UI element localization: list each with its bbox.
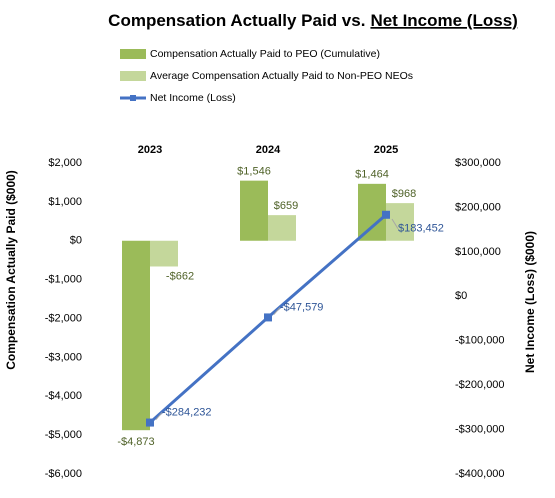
y2-tick-label: $100,000 [455, 246, 501, 258]
y-tick-label: -$5,000 [45, 429, 82, 441]
legend-label: Average Compensation Actually Paid to No… [150, 70, 413, 82]
data-label: $1,546 [237, 166, 271, 178]
legend-label: Compensation Actually Paid to PEO (Cumul… [150, 48, 380, 60]
y-tick-label: $1,000 [48, 196, 82, 208]
y-tick-label: -$2,000 [45, 312, 82, 324]
bar [122, 240, 150, 431]
bar [150, 240, 178, 267]
legend-label: Net Income (Loss) [150, 92, 236, 104]
y-tick-label: -$6,000 [45, 468, 82, 480]
legend-swatch [120, 71, 146, 81]
line-marker [264, 313, 272, 322]
y2-tick-label: $300,000 [455, 157, 501, 169]
leader-line [155, 412, 163, 420]
title-part: Compensation Actually Paid vs. [108, 11, 365, 30]
bar [240, 180, 268, 241]
line-marker [382, 210, 390, 219]
data-label: $183,452 [398, 223, 444, 235]
bar [386, 203, 414, 241]
y-tick-label: $0 [70, 235, 82, 247]
y2-tick-label: $0 [455, 290, 467, 302]
y2-tick-label: -$400,000 [455, 468, 505, 480]
data-label: $968 [392, 188, 416, 200]
legend-swatch [120, 49, 146, 59]
x-tick-label: 2025 [374, 144, 398, 156]
y2-tick-label: $200,000 [455, 201, 501, 213]
y-tick-label: -$3,000 [45, 351, 82, 363]
data-label: $1,464 [355, 169, 389, 181]
y-tick-label: $2,000 [48, 157, 82, 169]
bar [268, 215, 296, 241]
data-label: -$662 [166, 270, 194, 282]
bar [358, 183, 386, 241]
y-tick-label: -$4,000 [45, 390, 82, 402]
legend-marker [130, 95, 136, 101]
data-label: $659 [274, 200, 298, 212]
x-tick-label: 2023 [138, 144, 162, 156]
data-label: -$4,873 [117, 436, 154, 448]
y2-tick-label: -$300,000 [455, 423, 505, 435]
y2-tick-label: -$100,000 [455, 335, 505, 347]
y-axis-label: Compensation Actually Paid ($000) [4, 170, 18, 370]
chart-title: Compensation Actually Paid vs. Net Income… [108, 11, 518, 30]
title-part: Net Income (Loss) [370, 11, 517, 30]
line-marker [146, 418, 154, 427]
y2-axis-label: Net Income (Loss) ($000) [523, 231, 537, 373]
x-tick-label: 2024 [256, 144, 281, 156]
leader-line [391, 218, 399, 230]
leader-line [273, 307, 281, 315]
data-label: -$284,232 [162, 406, 212, 418]
data-label: -$47,579 [280, 301, 323, 313]
y-tick-label: -$1,000 [45, 274, 82, 286]
y2-tick-label: -$200,000 [455, 379, 505, 391]
